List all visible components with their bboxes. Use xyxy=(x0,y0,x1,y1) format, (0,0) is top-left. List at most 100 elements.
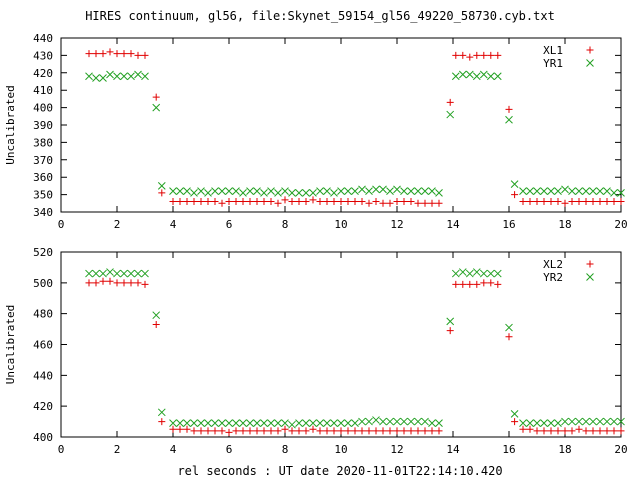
data-point xyxy=(141,269,149,278)
data-point xyxy=(547,419,555,427)
data-point xyxy=(99,74,107,82)
data-point xyxy=(218,199,226,207)
data-point xyxy=(281,425,289,433)
data-point xyxy=(596,198,604,206)
data-point xyxy=(407,187,415,195)
data-point xyxy=(190,419,198,427)
data-point xyxy=(158,418,166,426)
data-point xyxy=(232,419,240,427)
x-tick-label: 2 xyxy=(114,218,121,231)
series-xl2 xyxy=(85,277,625,436)
data-point xyxy=(316,198,324,206)
chart-panel-1: 0 2 4 6 8 10 12 14 16 18 20 340 350 360 370 380 390 400 41… xyxy=(4,32,628,231)
data-point xyxy=(302,189,310,197)
data-point xyxy=(589,198,597,206)
data-point xyxy=(547,187,555,195)
data-point xyxy=(459,51,467,59)
data-point xyxy=(92,50,100,58)
y-tick-label: 480 xyxy=(33,308,53,321)
data-point xyxy=(120,50,128,58)
data-point xyxy=(281,419,289,427)
data-point xyxy=(554,427,562,435)
data-point xyxy=(330,427,338,435)
data-point xyxy=(134,70,142,79)
data-point xyxy=(446,317,455,326)
x-tick-label: 16 xyxy=(502,218,515,231)
data-point xyxy=(533,419,541,427)
x-tick-label: 12 xyxy=(390,443,403,456)
data-point xyxy=(421,187,429,195)
data-point xyxy=(267,198,275,206)
data-point xyxy=(421,427,429,435)
x-tick-label: 10 xyxy=(334,443,347,456)
data-point xyxy=(295,189,303,197)
data-point xyxy=(157,182,166,190)
data-point xyxy=(225,187,233,195)
data-point xyxy=(288,189,296,197)
data-point xyxy=(183,425,191,433)
y-tick-label: 410 xyxy=(33,84,53,97)
data-point xyxy=(379,185,387,194)
data-point xyxy=(610,427,618,435)
data-point xyxy=(190,189,198,197)
data-point xyxy=(323,427,331,435)
data-point xyxy=(157,408,166,417)
data-point xyxy=(169,419,177,427)
data-point xyxy=(246,198,254,206)
data-point xyxy=(603,417,611,426)
data-point xyxy=(239,198,247,206)
data-point xyxy=(274,427,282,435)
data-point xyxy=(141,72,149,81)
data-point xyxy=(510,180,519,189)
data-point xyxy=(428,427,436,435)
data-point xyxy=(141,51,149,59)
data-point xyxy=(190,427,198,435)
data-point xyxy=(120,279,128,287)
data-point xyxy=(428,199,436,207)
data-point xyxy=(358,417,366,426)
data-point xyxy=(152,320,160,328)
legend-marker xyxy=(586,273,594,281)
y-tick-label: 420 xyxy=(33,67,53,80)
data-point xyxy=(323,419,331,427)
data-point xyxy=(505,105,513,113)
data-point xyxy=(316,187,324,195)
data-point xyxy=(330,189,338,197)
data-point xyxy=(253,198,261,206)
x-tick-label: 16 xyxy=(502,443,515,456)
data-point xyxy=(379,417,387,426)
x-tick-label: 18 xyxy=(558,443,571,456)
y-tick-label: 400 xyxy=(33,102,53,115)
data-point xyxy=(407,417,415,426)
data-point xyxy=(113,279,121,287)
data-point xyxy=(183,198,191,206)
data-point xyxy=(372,185,380,194)
data-point xyxy=(253,419,261,427)
data-point xyxy=(197,198,205,206)
data-point xyxy=(225,419,233,427)
data-point xyxy=(316,427,324,435)
data-point xyxy=(435,427,443,435)
data-point xyxy=(127,269,135,278)
data-point xyxy=(407,427,415,435)
data-point xyxy=(141,280,149,288)
plot-frame xyxy=(60,37,622,213)
data-point xyxy=(85,50,93,58)
data-point xyxy=(428,419,436,427)
data-point xyxy=(253,187,261,195)
legend-label: XL1 xyxy=(543,44,563,57)
data-point xyxy=(211,187,219,195)
legend-marker xyxy=(586,46,594,54)
data-point xyxy=(351,198,359,206)
y-tick-label: 460 xyxy=(33,339,53,352)
chart-title: HIRES continuum, gl56, file:Skynet_59154… xyxy=(85,9,555,23)
data-point xyxy=(152,93,160,101)
data-point xyxy=(472,268,481,276)
data-point xyxy=(225,428,233,436)
data-point xyxy=(603,427,611,435)
data-point xyxy=(239,419,247,427)
data-point xyxy=(446,98,454,106)
data-point xyxy=(246,187,254,195)
data-point xyxy=(603,198,611,206)
data-point xyxy=(309,419,317,427)
